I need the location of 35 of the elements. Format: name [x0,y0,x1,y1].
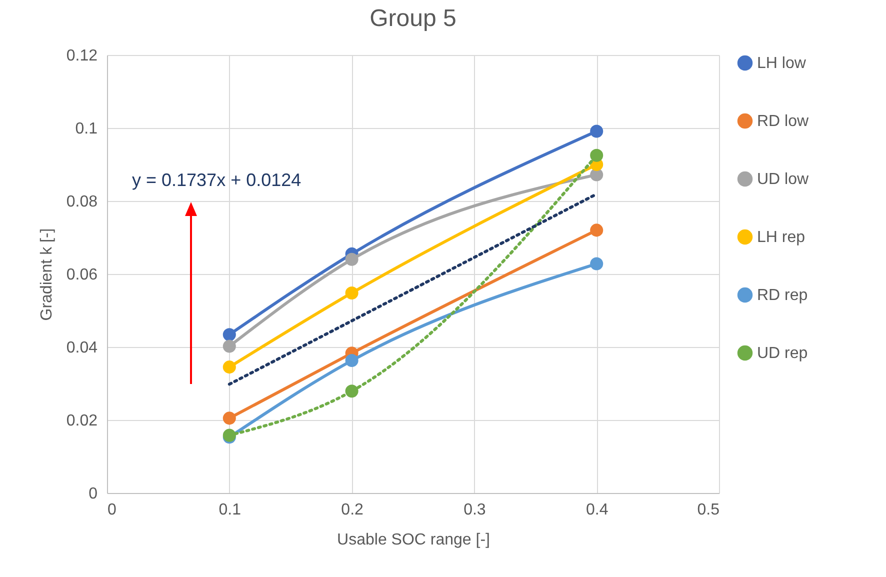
y-axis-title: Gradient k [-] [38,228,56,321]
point [590,224,604,237]
y-tick-label: 0.04 [66,340,98,356]
y-tick-label: 0.08 [66,194,98,210]
point [590,124,604,138]
x-tick-label: 0.2 [341,502,364,518]
point [222,340,236,353]
point [222,360,236,374]
x-tick-label: 0.4 [586,502,608,518]
legend-label: RD low [757,113,810,130]
y-tick-label: 0.06 [66,266,98,284]
y-tick-label: 0 [88,486,98,502]
point [345,384,358,398]
chart-title: Group 5 [370,5,456,32]
x-tick-label: 0.1 [218,502,242,518]
legend-label: UD rep [757,345,808,362]
y-tick-label: 0.1 [75,120,98,138]
annotation: y = 0.1737x + 0.0124 [132,170,302,190]
legend-label: UD low [757,171,810,188]
x-tick-label: 0.3 [464,502,486,518]
point [345,286,358,300]
legend-label: LH rep [757,229,806,246]
legend-label: RD rep [757,287,808,304]
x-tick-label: 0.5 [697,502,720,518]
point [590,148,604,162]
x-tick-label: 0 [108,502,116,518]
y-tick-label: 0.12 [66,48,98,64]
point [222,328,236,342]
legend-label: LH low [757,55,806,72]
y-tick-label: 0.02 [66,412,98,430]
point [222,412,236,425]
point [345,252,358,266]
x-axis-title: Usable SOC range [-] [337,532,490,548]
point [590,257,604,270]
point [345,354,358,368]
